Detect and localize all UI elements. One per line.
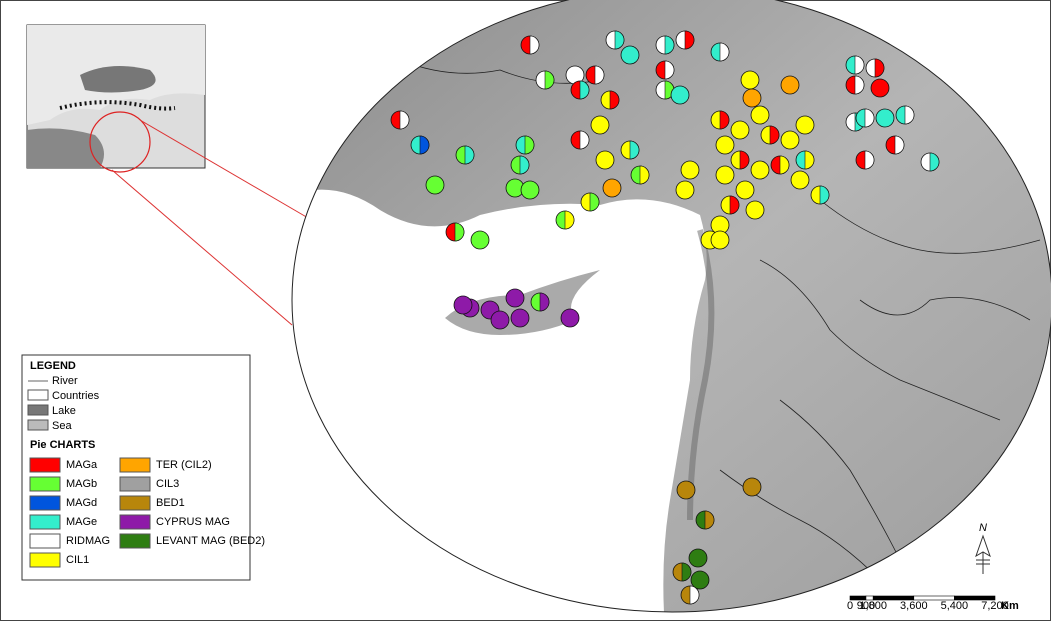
map-figure: LEGEND River Countries Lake Sea Pie CHARTS MA… — [0, 0, 1051, 621]
pie-marker — [591, 116, 609, 134]
legend-item: MAGb — [66, 478, 97, 490]
scale-unit: Km — [1001, 600, 1019, 612]
legend-swatch — [120, 458, 150, 472]
pie-marker — [689, 549, 707, 567]
pie-marker — [521, 181, 539, 199]
pie-marker — [743, 89, 761, 107]
scale-label: 0 — [847, 600, 853, 612]
pie-marker — [716, 166, 734, 184]
pie-marker — [596, 151, 614, 169]
pie-marker — [731, 121, 749, 139]
legend-swatch — [30, 477, 60, 491]
legend-swatch — [30, 496, 60, 510]
legend-title: LEGEND — [30, 360, 76, 372]
legend-item: Sea — [52, 420, 72, 432]
pie-marker — [676, 181, 694, 199]
pie-marker — [741, 71, 759, 89]
legend-symbol — [28, 405, 48, 415]
pie-marker — [746, 201, 764, 219]
legend-item: River — [52, 375, 78, 387]
legend-item: TER (CIL2) — [156, 459, 212, 471]
pie-marker — [426, 176, 444, 194]
legend-item: Lake — [52, 405, 76, 417]
legend-item: Countries — [52, 390, 100, 402]
pie-marker — [671, 86, 689, 104]
pie-marker — [871, 79, 889, 97]
legend-swatch — [120, 515, 150, 529]
pie-marker — [781, 131, 799, 149]
pie-marker — [454, 296, 472, 314]
legend-symbol — [28, 390, 48, 400]
legend-item: CYPRUS MAG — [156, 516, 230, 528]
legend-item: BED1 — [156, 497, 185, 509]
scale-label: 5,400 — [941, 600, 969, 612]
legend-subtitle: Pie CHARTS — [30, 439, 95, 451]
pie-marker — [716, 136, 734, 154]
legend-symbol — [28, 420, 48, 430]
pie-marker — [791, 171, 809, 189]
legend-swatch — [120, 477, 150, 491]
legend-swatch — [30, 458, 60, 472]
inset-map — [27, 25, 205, 172]
pie-marker — [751, 106, 769, 124]
legend-item: CIL3 — [156, 478, 179, 490]
legend-item: RIDMAG — [66, 535, 110, 547]
legend-item: MAGe — [66, 516, 97, 528]
legend-item: CIL1 — [66, 554, 89, 566]
legend-item: MAGa — [66, 459, 98, 471]
pie-marker — [491, 311, 509, 329]
legend-swatch — [30, 553, 60, 567]
pie-marker — [876, 109, 894, 127]
pie-marker — [796, 116, 814, 134]
scale-label: 3,600 — [900, 600, 928, 612]
pie-marker — [603, 179, 621, 197]
pie-marker — [751, 161, 769, 179]
pie-marker — [621, 46, 639, 64]
legend-item: LEVANT MAG (BED2) — [156, 535, 265, 547]
pie-marker — [506, 289, 524, 307]
pie-marker — [743, 478, 761, 496]
pie-marker — [511, 309, 529, 327]
scale-label: 1,800 — [859, 600, 887, 612]
pie-marker — [677, 481, 695, 499]
legend-swatch — [30, 534, 60, 548]
legend-swatch — [120, 534, 150, 548]
legend-swatch — [120, 496, 150, 510]
pie-marker — [561, 309, 579, 327]
pie-marker — [711, 231, 729, 249]
north-label: N — [979, 522, 987, 534]
pie-marker — [691, 571, 709, 589]
pie-marker — [681, 161, 699, 179]
pie-marker — [781, 76, 799, 94]
legend-swatch — [30, 515, 60, 529]
legend: LEGEND River Countries Lake Sea Pie CHARTS MA… — [22, 355, 265, 580]
legend-item: MAGd — [66, 497, 97, 509]
pie-marker — [736, 181, 754, 199]
pie-marker — [471, 231, 489, 249]
